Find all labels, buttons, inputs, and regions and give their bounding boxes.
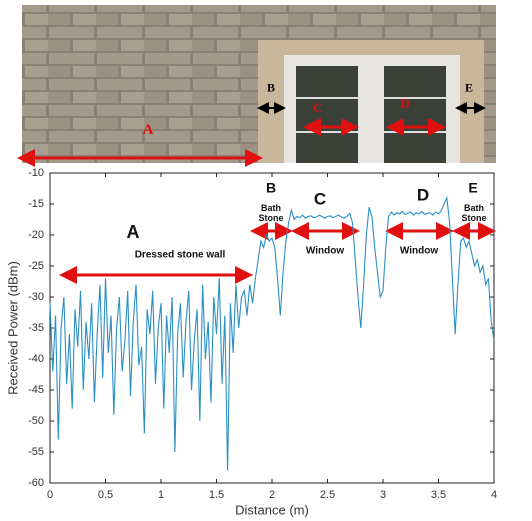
- annotation: B: [265, 179, 277, 196]
- x-tick-label: 1: [158, 489, 164, 501]
- photo-label: C: [313, 99, 323, 115]
- annotation: Bath Stone: [461, 203, 487, 223]
- y-tick-label: -35: [28, 322, 44, 334]
- x-tick-label: 1.5: [209, 489, 224, 501]
- x-tick-label: 2.5: [320, 489, 335, 501]
- y-tick-label: -45: [28, 384, 44, 396]
- y-axis-label: Received Power (dBm): [5, 261, 20, 395]
- annotation: A: [126, 222, 140, 243]
- photo-label: A: [142, 121, 154, 138]
- x-tick-label: 0: [47, 489, 53, 501]
- photo-label: D: [400, 95, 410, 111]
- y-tick-label: -20: [28, 229, 44, 241]
- y-tick-label: -60: [28, 477, 44, 489]
- photo-label: B: [266, 80, 276, 95]
- y-tick-label: -25: [28, 260, 44, 272]
- annotation: E: [468, 179, 478, 196]
- photo: [17, 5, 496, 167]
- photo-label: E: [464, 80, 474, 95]
- annotation-arrows: [59, 222, 496, 284]
- y-tick-label: -30: [28, 291, 44, 303]
- y-tick-label: -40: [28, 353, 44, 365]
- y-tick-label: -10: [28, 167, 44, 179]
- x-tick-label: 2: [269, 489, 275, 501]
- x-tick-label: 3: [380, 489, 386, 501]
- annotation: Window: [305, 245, 345, 257]
- annotation: D: [416, 185, 430, 205]
- annotation: Bath Stone: [258, 203, 284, 223]
- x-tick-label: 4: [491, 489, 497, 501]
- x-tick-label: 0.5: [98, 489, 113, 501]
- y-tick-label: -55: [28, 446, 44, 458]
- annotation: Window: [399, 245, 439, 257]
- y-tick-label: -50: [28, 415, 44, 427]
- annotation: C: [313, 189, 327, 209]
- y-tick-label: -15: [28, 198, 44, 210]
- annotation: Dressed stone wall: [134, 249, 226, 261]
- x-axis-label: Distance (m): [235, 502, 309, 517]
- x-tick-label: 3.5: [431, 489, 446, 501]
- data-line: [49, 195, 495, 471]
